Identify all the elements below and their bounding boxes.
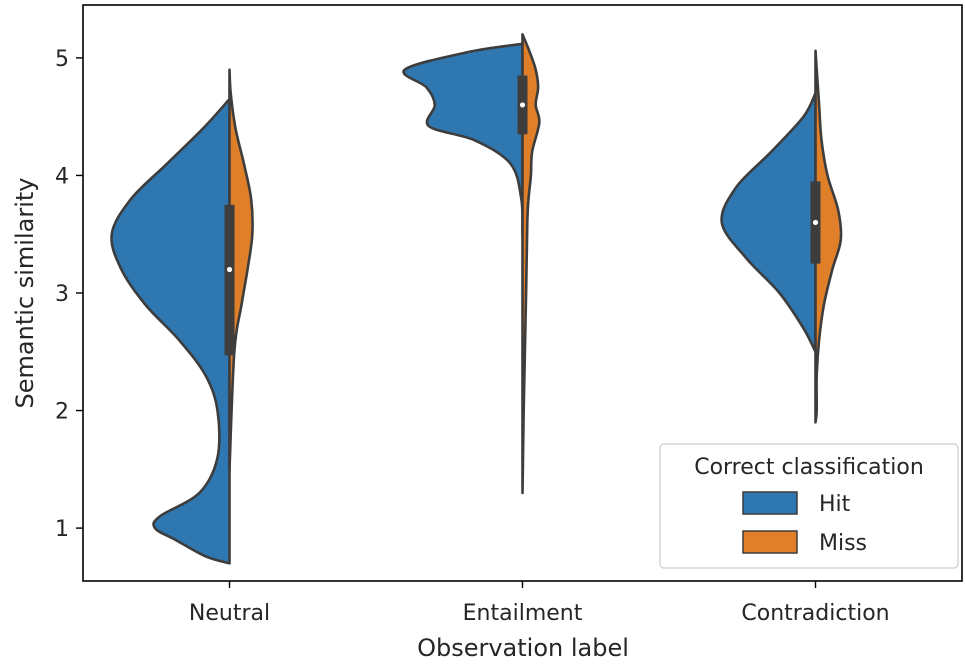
x-axis-label: Observation label <box>417 634 629 662</box>
violin-hit-contradiction <box>720 91 817 354</box>
violins-group <box>110 33 843 565</box>
y-tick-label-5: 5 <box>55 47 69 72</box>
violin-hit-entailment <box>402 42 524 236</box>
median-marker-contradiction <box>812 219 819 226</box>
legend-swatch-hit <box>742 491 798 515</box>
y-tick-label-1: 1 <box>55 517 69 542</box>
legend-label-miss: Miss <box>819 531 867 556</box>
y-tick-label-2: 2 <box>55 400 69 425</box>
median-marker-entailment <box>519 102 526 108</box>
median-marker-neutral <box>226 266 233 273</box>
violin-miss-neutral <box>228 68 254 471</box>
legend-box <box>659 443 959 569</box>
x-tick-label-contradiction: Contradiction <box>741 601 889 626</box>
box-iqr-neutral <box>224 204 235 356</box>
legend-title: Correct classification <box>694 455 924 480</box>
y-tick-label-4: 4 <box>55 164 69 189</box>
legend-label-hit: Hit <box>819 492 851 517</box>
legend-swatch-miss <box>742 530 798 554</box>
legend: Correct classification Hit Miss <box>659 443 959 569</box>
x-tick-label-neutral: Neutral <box>189 601 270 626</box>
x-axis: Neutral Entailment Contradiction <box>189 581 890 626</box>
y-axis: 1 2 3 4 5 <box>55 47 83 542</box>
violin-miss-contradiction <box>814 49 843 424</box>
violin-hit-neutral <box>110 97 231 565</box>
y-axis-label: Semantic similarity <box>11 178 39 409</box>
x-tick-label-entailment: Entailment <box>463 601 583 626</box>
y-tick-label-3: 3 <box>55 282 69 307</box>
violin-miss-entailment <box>521 33 541 495</box>
